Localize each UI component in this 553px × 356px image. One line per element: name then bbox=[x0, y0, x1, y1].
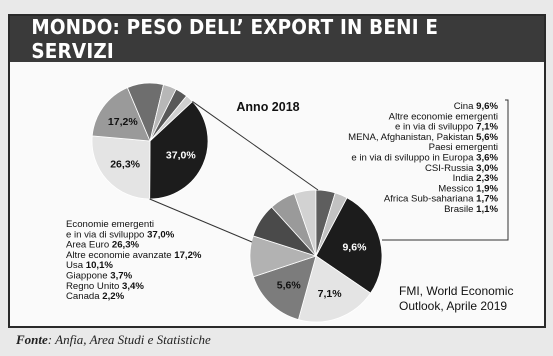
pie-a-legend-line: Economie emergenti bbox=[66, 219, 154, 230]
pie-a-legend-line: Giappone 3,7% bbox=[66, 271, 133, 282]
pie-b-slice-8 bbox=[315, 192, 348, 257]
pie-a-legend-line: Canada 2,2% bbox=[66, 291, 125, 302]
pie-b-legend-line: CSI-Russia 3,0% bbox=[425, 163, 499, 174]
pie-b-legend-line: Paesi emergenti bbox=[429, 142, 498, 153]
pie-a-slice-2 bbox=[91, 87, 151, 142]
pie-b-legend-line: e in via di sviluppo in Europa 3,6% bbox=[351, 153, 498, 164]
source-caption: Fonte: Anfia, Area Studi e Statistiche bbox=[16, 332, 211, 348]
pie-b-legend-line: Altre economie emergenti bbox=[389, 111, 498, 122]
pie-b-legend-line: MENA, Afghanistan, Pakistan 5,6% bbox=[348, 132, 498, 143]
pie-b-legend-value: 9,6% bbox=[473, 101, 498, 112]
pie-a-legend-value: 26,3% bbox=[109, 240, 139, 251]
source-text: : Anfia, Area Studi e Statistiche bbox=[47, 332, 211, 347]
pie-b-legend-value: 7,1% bbox=[473, 122, 498, 133]
pie-b-slice-label-1: 7,1% bbox=[318, 288, 343, 300]
pie-b-legend-value: 1,7% bbox=[473, 194, 498, 205]
pie-b-legend-bracket bbox=[382, 99, 509, 241]
pie-b-legend-line: Brasile 1,1% bbox=[444, 204, 498, 215]
source-note-line-2: Outlook, Aprile 2019 bbox=[399, 299, 507, 313]
pie-b-legend-line: India 2,3% bbox=[453, 173, 499, 184]
pie-b-legend-line: Africa Sub-sahariana 1,7% bbox=[384, 194, 499, 205]
chart-title: MONDO: PESO DELL’ EXPORT IN BENI E SERVI… bbox=[31, 15, 439, 63]
pie-a-legend-line: Usa 10,1% bbox=[66, 260, 113, 271]
chart-title-bar: MONDO: PESO DELL’ EXPORT IN BENI E SERVI… bbox=[10, 15, 544, 63]
pie-b-slice-label-2: 5,6% bbox=[277, 280, 302, 292]
pie-a-legend-value: 2,2% bbox=[100, 291, 125, 302]
pie-a-slice-label-1: 26,3% bbox=[110, 159, 140, 171]
pie-b-legend-value: 3,6% bbox=[473, 153, 498, 164]
pie-b-legend-value: 3,0% bbox=[473, 163, 498, 174]
pie-a-title: Anno 2018 bbox=[236, 100, 299, 114]
pie-a-legend-line: Area Euro 26,3% bbox=[66, 240, 140, 251]
connector-line-bottom bbox=[149, 198, 253, 243]
source-note-line-1: FMI, World Economic bbox=[399, 284, 513, 298]
connector-line-top bbox=[192, 101, 319, 191]
pie-b-legend-line: e in via di sviluppo 7,1% bbox=[395, 122, 498, 133]
pie-a-slice-1 bbox=[91, 135, 151, 200]
pie-a-slice-label-2: 17,2% bbox=[108, 116, 138, 128]
pie-b-slice-label-0: 9,6% bbox=[342, 242, 367, 254]
pie-a-legend-value: 10,1% bbox=[83, 260, 113, 271]
pie-a-legend-line: Altre economie avanzate 17,2% bbox=[66, 250, 202, 261]
pie-a-legend-line: e in via di sviluppo 37,0% bbox=[66, 229, 175, 240]
pie-a-legend-value: 3,7% bbox=[108, 271, 133, 282]
pie-a-legend-value: 3,4% bbox=[119, 281, 144, 292]
pie-a-slice-6 bbox=[149, 95, 193, 142]
pie-a-legend-value: 17,2% bbox=[172, 250, 202, 261]
source-label: Fonte bbox=[16, 332, 48, 347]
pie-a-slice-0 bbox=[149, 100, 209, 200]
pie-b-legend-line: Messico 1,9% bbox=[438, 183, 498, 194]
pie-b-legend-value: 2,3% bbox=[473, 173, 498, 184]
pie-b-legend-value: 1,9% bbox=[473, 183, 498, 194]
pie-a-legend-line: Regno Unito 3,4% bbox=[66, 281, 144, 292]
pie-b-legend-line: Cina 9,6% bbox=[454, 101, 499, 112]
pie-b-slice-0 bbox=[315, 197, 383, 294]
pie-a-slice-label-0: 37,0% bbox=[166, 150, 196, 162]
pie-a-legend-value: 37,0% bbox=[144, 229, 174, 240]
pie-b-slice-1 bbox=[297, 255, 372, 323]
pie-b-legend-value: 5,6% bbox=[473, 132, 498, 143]
pie-b-legend-value: 1,1% bbox=[473, 204, 498, 215]
